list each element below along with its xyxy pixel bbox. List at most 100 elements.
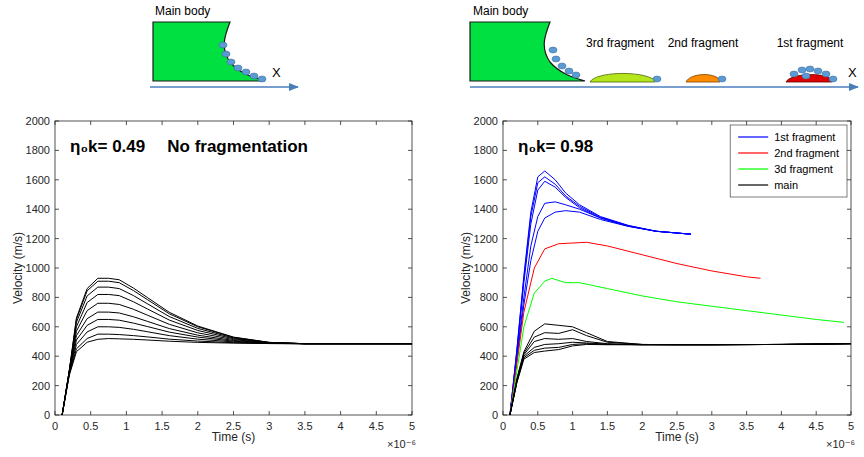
y-tick-label: 1400 <box>26 203 50 215</box>
schematic-label: 3rd fragment <box>586 36 655 50</box>
series-line <box>62 287 412 415</box>
y-tick <box>847 268 851 269</box>
x-tick <box>162 121 163 125</box>
x-tick <box>503 121 504 125</box>
y-tick <box>847 326 851 327</box>
legend: 1st fragment2nd fragment3d fragmentmain <box>730 125 847 197</box>
y-tick-label: 1200 <box>26 233 50 245</box>
y-tick-label: 1600 <box>474 174 498 186</box>
y-tick-label: 1000 <box>26 262 50 274</box>
y-tick <box>847 179 851 180</box>
y-tick <box>503 121 507 122</box>
y-tick <box>55 356 59 357</box>
x-tick <box>269 121 270 125</box>
droplet <box>822 71 830 77</box>
droplet <box>814 68 822 74</box>
series-line <box>510 324 851 415</box>
y-tick <box>503 326 507 327</box>
legend-label: 3d fragment <box>774 163 833 175</box>
droplet <box>558 63 566 69</box>
series-line <box>62 303 412 415</box>
y-tick <box>55 326 59 327</box>
x-tick <box>781 121 782 125</box>
y-tick <box>55 297 59 298</box>
y-axis-title: Velocity (m/s) <box>11 232 25 304</box>
series-group <box>62 278 412 415</box>
series-line <box>62 294 412 415</box>
legend-swatch <box>738 136 768 137</box>
y-tick-label: 2000 <box>26 115 50 127</box>
y-tick <box>408 297 412 298</box>
x-tick <box>269 411 270 415</box>
y-tick <box>408 179 412 180</box>
y-tick-label: 0 <box>44 409 50 421</box>
y-tick <box>408 326 412 327</box>
schematic-label: 2nd fragment <box>668 36 739 50</box>
x-tick <box>851 411 852 415</box>
y-tick <box>503 356 507 357</box>
droplet <box>234 65 242 71</box>
x-tick <box>126 411 127 415</box>
series-line <box>62 278 412 415</box>
x-tick <box>711 411 712 415</box>
series-line <box>510 171 691 415</box>
x-axis-title: Time (s) <box>655 430 699 444</box>
axis-exponent: ×10⁻⁶ <box>826 438 855 450</box>
series-group <box>510 171 851 415</box>
x-tick <box>607 121 608 125</box>
y-tick <box>847 150 851 151</box>
series-line <box>510 242 761 415</box>
x-direction-arrow <box>150 86 298 88</box>
y-tick <box>55 415 59 416</box>
series-line <box>62 327 412 415</box>
main-body-shape <box>153 22 265 81</box>
y-tick-label: 600 <box>480 321 498 333</box>
y-tick <box>408 385 412 386</box>
y-tick-label: 0 <box>492 409 498 421</box>
x-tick <box>572 121 573 125</box>
droplet <box>219 42 227 48</box>
y-tick <box>408 238 412 239</box>
series-line <box>62 319 412 415</box>
x-tick <box>642 121 643 125</box>
second-fragment-shape <box>686 75 720 82</box>
x-tick <box>503 411 504 415</box>
y-tick <box>55 150 59 151</box>
title-group: η₀k= 0.98 <box>518 137 593 156</box>
y-tick <box>847 209 851 210</box>
x-tick-label: 4 <box>338 420 344 432</box>
x-tick <box>677 121 678 125</box>
series-line <box>510 330 851 415</box>
x-tick <box>537 121 538 125</box>
schematic-label: 1st fragment <box>777 36 844 50</box>
x-tick <box>412 411 413 415</box>
y-tick <box>847 238 851 239</box>
schematic: Main body3rd fragment2nd fragment1st fra… <box>470 4 858 87</box>
y-tick <box>503 179 507 180</box>
x-tick <box>816 121 817 125</box>
y-tick-label: 400 <box>32 350 50 362</box>
legend-label: main <box>774 179 798 191</box>
schematic-label: X <box>848 65 857 80</box>
x-tick <box>162 411 163 415</box>
legend-swatch <box>738 184 768 185</box>
series-line <box>510 202 691 415</box>
series-line <box>510 342 851 415</box>
x-direction-arrow <box>470 86 858 88</box>
x-tick-label: 1.5 <box>600 420 615 432</box>
x-tick <box>126 121 127 125</box>
x-tick <box>816 411 817 415</box>
y-tick <box>55 268 59 269</box>
y-tick <box>55 385 59 386</box>
droplet <box>227 59 235 65</box>
x-tick <box>537 411 538 415</box>
x-tick <box>90 411 91 415</box>
legend-swatch <box>738 152 768 153</box>
y-tick <box>408 150 412 151</box>
legend-box <box>730 125 847 197</box>
x-tick-label: 1.5 <box>154 420 169 432</box>
x-tick-label: 3.5 <box>739 420 754 432</box>
droplet <box>222 51 230 57</box>
y-tick <box>503 150 507 151</box>
y-tick-label: 1800 <box>474 144 498 156</box>
